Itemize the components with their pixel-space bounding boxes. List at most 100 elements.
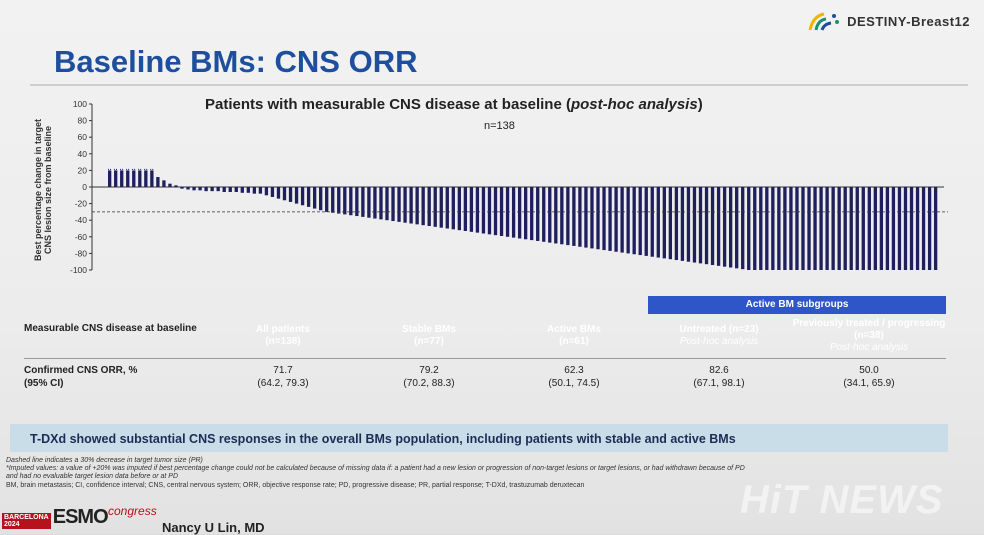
esmo-congress-logo: BARCELONA 2024 ESMO <box>2 506 109 529</box>
waterfall-bar <box>704 187 709 265</box>
y-tick-label: 20 <box>78 165 88 175</box>
waterfall-bar <box>325 187 329 212</box>
waterfall-bar <box>168 183 172 187</box>
waterfall-bar <box>288 187 293 202</box>
waterfall-bar <box>927 187 932 270</box>
waterfall-bar <box>843 187 847 270</box>
waterfall-bar <box>596 187 600 250</box>
y-tick-label: -20 <box>75 199 88 209</box>
waterfall-bar <box>156 177 160 187</box>
waterfall-chart: 100 80 60 40 20 0 -20 -40 -60 -80 -100 <box>70 99 948 275</box>
waterfall-bar <box>656 187 660 258</box>
waterfall-bar <box>765 187 769 270</box>
waterfall-bar <box>614 187 618 252</box>
orr-value-previously-treated: 50.0 (34.1, 65.9) <box>843 365 895 389</box>
waterfall-bar <box>753 187 757 270</box>
footnote-imputed-cont: and had no evaluable target lesion data … <box>6 473 179 480</box>
orr-value-active-bms: 62.3 (50.1, 74.5) <box>548 365 600 389</box>
waterfall-bar <box>837 187 841 270</box>
news-watermark: HiT NEWS <box>740 478 944 522</box>
waterfall-bar <box>626 187 630 254</box>
orr-value-untreated: 82.6 (67.1, 98.1) <box>693 365 745 389</box>
waterfall-bar <box>234 187 238 192</box>
y-tick-label: 60 <box>78 132 88 142</box>
waterfall-bar <box>240 187 244 193</box>
waterfall-bar <box>126 170 130 187</box>
y-tick-label: 0 <box>82 182 87 192</box>
waterfall-bar <box>433 187 437 227</box>
waterfall-bar <box>306 187 311 207</box>
waterfall-bar <box>391 187 395 222</box>
waterfall-bar <box>270 187 275 197</box>
waterfall-bar <box>572 187 576 246</box>
waterfall-bar <box>855 187 859 270</box>
waterfall-bar <box>282 187 287 201</box>
waterfall-bar <box>469 187 474 232</box>
row-label-orr: Confirmed CNS ORR, % (95% CI) <box>24 365 138 389</box>
waterfall-bar <box>511 187 516 238</box>
waterfall-bar <box>493 187 498 236</box>
waterfall-bar <box>174 185 178 187</box>
waterfall-bar <box>397 187 401 222</box>
waterfall-bar <box>481 187 486 234</box>
waterfall-bar <box>343 187 347 215</box>
waterfall-bar <box>517 187 522 239</box>
waterfall-bar <box>566 187 570 246</box>
waterfall-bar <box>632 187 636 255</box>
waterfall-bar <box>554 187 558 244</box>
waterfall-bar <box>747 187 751 270</box>
waterfall-bar <box>849 187 853 270</box>
chart-title: Patients with measurable CNS disease at … <box>205 96 703 113</box>
waterfall-bar <box>367 187 371 218</box>
waterfall-bar <box>698 187 703 264</box>
waterfall-bar <box>198 187 202 191</box>
waterfall-bar <box>138 170 142 187</box>
waterfall-bar <box>252 187 257 194</box>
active-bm-subgroups-header: Active BM subgroups <box>648 296 946 314</box>
waterfall-bar <box>276 187 281 199</box>
waterfall-bar <box>933 187 938 270</box>
waterfall-bar <box>373 187 377 219</box>
waterfall-bar <box>897 187 902 270</box>
waterfall-bar <box>891 187 896 270</box>
esmo-congress-word: congress <box>108 504 157 518</box>
waterfall-bar <box>463 187 468 231</box>
waterfall-bar <box>421 187 425 226</box>
y-tick-label: -60 <box>75 232 88 242</box>
footnote-dashed-line: Dashed line indicates a 30% decrease in … <box>6 457 203 464</box>
waterfall-bar <box>337 187 341 214</box>
waterfall-bar <box>355 187 359 217</box>
waterfall-bar <box>873 187 877 270</box>
waterfall-bar <box>114 170 118 187</box>
waterfall-bar <box>536 187 540 241</box>
waterfall-bar <box>686 187 691 262</box>
waterfall-bar <box>590 187 594 249</box>
waterfall-bar <box>879 187 884 270</box>
waterfall-bar <box>530 187 534 241</box>
trial-logo-icon <box>808 12 840 31</box>
key-message-banner <box>10 424 948 452</box>
waterfall-bar <box>192 187 196 191</box>
waterfall-bar <box>439 187 443 228</box>
waterfall-bar <box>331 187 335 213</box>
waterfall-bar <box>542 187 546 242</box>
waterfall-bar <box>180 187 184 189</box>
waterfall-bar <box>680 187 685 261</box>
waterfall-bar <box>735 187 739 269</box>
waterfall-bar <box>807 187 811 270</box>
waterfall-bar <box>457 187 461 231</box>
column-header-untreated: Untreated (n=23) Post-hoc analysis <box>679 324 759 347</box>
y-tick-label: 100 <box>73 99 87 109</box>
column-header-stable-bms: Stable BMs (n=77) <box>402 324 456 347</box>
waterfall-bar <box>819 187 823 270</box>
waterfall-bar <box>499 187 504 236</box>
waterfall-bar <box>692 187 697 263</box>
waterfall-bar <box>716 187 721 266</box>
waterfall-bar <box>867 187 871 270</box>
waterfall-bar <box>144 170 148 187</box>
waterfall-bar <box>801 187 805 270</box>
y-tick-label: 40 <box>78 149 88 159</box>
waterfall-bar <box>578 187 582 247</box>
trial-logo-text: DESTINY-Breast12 <box>847 13 970 29</box>
waterfall-bar <box>728 187 733 268</box>
